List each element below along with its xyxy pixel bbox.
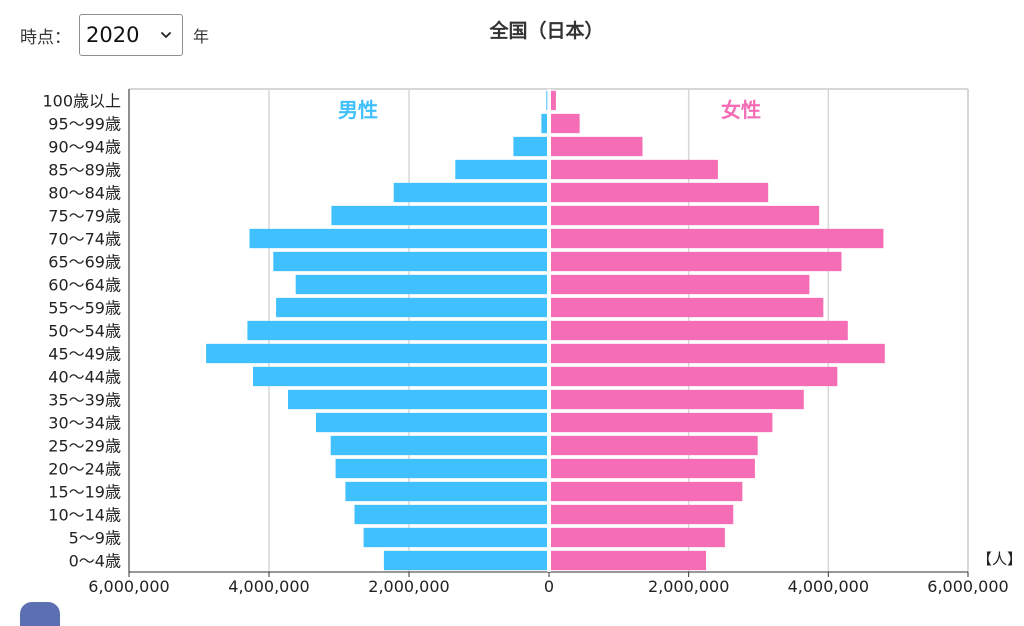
y-tick-label: 15〜19歳 <box>48 483 121 502</box>
y-tick-label: 55〜59歳 <box>48 299 121 318</box>
y-tick-label: 20〜24歳 <box>48 460 121 479</box>
population-pyramid-chart: 100歳以上 95〜99歳 90〜94歳 85〜89歳 80〜84歳 75〜79歳 70〜7… <box>42 88 1022 596</box>
x-tick-label: 6,000,000 <box>88 577 169 596</box>
bar-female <box>551 343 885 364</box>
y-tick-label: 0〜4歳 <box>69 552 121 571</box>
y-tick-label: 85〜89歳 <box>48 161 121 180</box>
year-suffix: 年 <box>193 27 210 46</box>
bar-male <box>546 90 548 111</box>
bar-female <box>551 550 707 571</box>
bar-male <box>541 113 547 134</box>
bar-female <box>551 274 810 295</box>
bar-male <box>345 481 547 502</box>
x-tick-label: 2,000,000 <box>648 577 729 596</box>
bar-male <box>330 435 547 456</box>
partial-circle-button[interactable] <box>20 602 60 626</box>
y-tick-label: 75〜79歳 <box>48 207 121 226</box>
unit-label: 【人】 <box>977 550 1022 568</box>
bar-female <box>551 113 580 134</box>
y-tick-label: 60〜64歳 <box>48 276 121 295</box>
x-tick-label: 0 <box>544 577 554 596</box>
y-tick-label: 10〜14歳 <box>48 506 121 525</box>
bar-female <box>551 366 838 387</box>
bar-male <box>249 228 547 249</box>
bar-female <box>551 159 718 180</box>
bar-male <box>295 274 547 295</box>
y-tick-label: 95〜99歳 <box>48 115 121 134</box>
bar-male <box>335 458 547 479</box>
x-tick-label: 6,000,000 <box>927 577 1008 596</box>
y-tick-label: 30〜34歳 <box>48 414 121 433</box>
bar-female <box>551 412 773 433</box>
y-tick-label: 45〜49歳 <box>48 345 121 364</box>
bar-male <box>276 297 547 318</box>
bar-female <box>551 504 734 525</box>
bar-female <box>551 481 743 502</box>
time-label: 時点： <box>20 27 71 48</box>
bar-female <box>551 205 820 226</box>
bar-male <box>316 412 547 433</box>
bar-male <box>253 366 547 387</box>
time-controls: 時点： 2020 年 <box>20 13 209 57</box>
bar-male <box>393 182 547 203</box>
bar-female <box>551 90 556 111</box>
bar-female <box>551 527 725 548</box>
y-tick-label: 5〜9歳 <box>69 529 121 548</box>
y-tick-label: 40〜44歳 <box>48 368 121 387</box>
bar-male <box>513 136 547 157</box>
chevron-down-icon <box>161 32 171 38</box>
bar-male <box>455 159 547 180</box>
y-tick-label: 65〜69歳 <box>48 253 121 272</box>
bar-male <box>354 504 547 525</box>
bar-female <box>551 228 884 249</box>
y-tick-label: 50〜54歳 <box>48 322 121 341</box>
bar-male <box>363 527 547 548</box>
bar-male <box>273 251 547 272</box>
bar-male <box>331 205 547 226</box>
bar-male <box>383 550 547 571</box>
year-value: 2020 <box>86 23 140 47</box>
series-label-female: 女性 <box>721 98 761 122</box>
bar-female <box>551 182 769 203</box>
bar-female <box>551 251 842 272</box>
y-tick-label: 35〜39歳 <box>48 391 121 410</box>
bar-female <box>551 435 758 456</box>
bar-female <box>551 320 848 341</box>
bar-female <box>551 297 824 318</box>
series-label-male: 男性 <box>338 98 378 122</box>
y-tick-label: 70〜74歳 <box>48 230 121 249</box>
y-tick-label: 80〜84歳 <box>48 184 121 203</box>
bar-male <box>247 320 547 341</box>
bar-female <box>551 458 755 479</box>
bar-female <box>551 389 804 410</box>
bar-male <box>288 389 547 410</box>
chart-title: 全国（日本） <box>489 20 604 42</box>
y-tick-label: 100歳以上 <box>42 92 121 111</box>
x-tick-label: 4,000,000 <box>788 577 869 596</box>
y-tick-label: 90〜94歳 <box>48 138 121 157</box>
x-tick-label: 2,000,000 <box>368 577 449 596</box>
bar-male <box>206 343 547 364</box>
y-tick-label: 25〜29歳 <box>48 437 121 456</box>
year-select[interactable]: 2020 <box>79 14 183 56</box>
bar-female <box>551 136 643 157</box>
x-tick-label: 4,000,000 <box>228 577 309 596</box>
